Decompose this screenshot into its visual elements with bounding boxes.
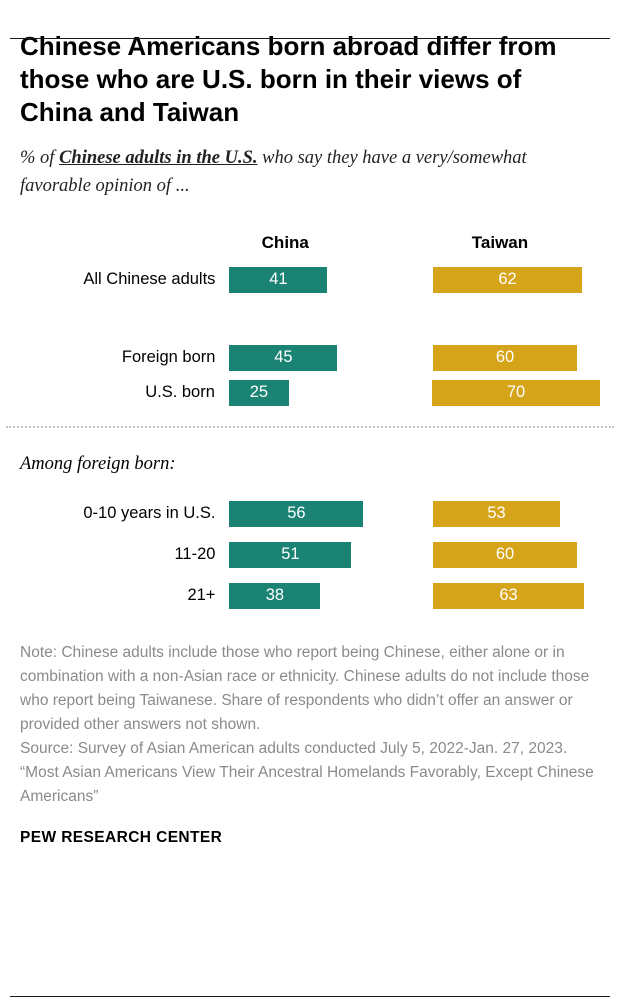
chart-row: 0-10 years in U.S. 56 53 (20, 500, 600, 527)
bar-track-taiwan: 62 (433, 266, 600, 293)
source-text: Source: Survey of Asian American adults … (20, 739, 568, 757)
chart-subtitle: % of Chinese adults in the U.S. who say … (20, 145, 590, 201)
column-header-taiwan: Taiwan (471, 232, 529, 252)
subtitle-prefix: % of (20, 148, 60, 169)
column-headers: China Taiwan (20, 233, 600, 253)
bar-china: 45 (229, 344, 338, 371)
row-label: 0-10 years in U.S. (83, 504, 216, 523)
bar-track-taiwan: 63 (433, 582, 600, 609)
row-label: Foreign born (121, 348, 216, 367)
top-border-rule (10, 38, 610, 39)
bar-value: 41 (269, 270, 288, 289)
bar-taiwan: 62 (433, 266, 583, 293)
bar-track-china: 56 (229, 500, 416, 527)
bar-taiwan: 60 (433, 344, 578, 371)
bar-value: 51 (281, 545, 300, 564)
bar-value: 70 (506, 383, 526, 402)
row-label: U.S. born (145, 383, 215, 402)
bar-taiwan: 60 (433, 541, 578, 568)
bar-track-china: 25 (228, 379, 415, 406)
bar-value: 60 (495, 348, 515, 367)
row-label: 21+ (187, 586, 216, 605)
column-header-china: China (261, 232, 309, 252)
chart-row: All Chinese adults 41 62 (20, 266, 600, 293)
chart-row: 11-20 51 60 (20, 541, 600, 568)
bar-track-china: 38 (229, 582, 416, 609)
report-title-text: “Most Asian Americans View Their Ancestr… (20, 763, 594, 805)
subtitle-suffix: who say they have a very/somewhat favora… (20, 148, 527, 196)
page-title: Chinese Americans born abroad differ fro… (20, 31, 557, 128)
bar-chart: All Chinese adults 41 62 Foreign born 45 60 U.… (6, 266, 614, 609)
bar-value: 38 (265, 586, 285, 605)
bar-track-china: 41 (229, 266, 416, 293)
row-label: 11-20 (174, 545, 216, 564)
chart-group: All Chinese adults 41 62 (20, 266, 600, 293)
bar-track-taiwan: 60 (433, 541, 600, 568)
bar-track-taiwan: 53 (433, 500, 600, 527)
bar-track-taiwan: 60 (433, 344, 600, 371)
chart-row: 21+ 38 63 (20, 582, 600, 609)
bar-track-china: 51 (229, 541, 416, 568)
dotted-divider (6, 425, 614, 428)
page-content: Chinese Americans born abroad differ fro… (0, 30, 620, 847)
bar-value: 63 (499, 586, 518, 605)
chart-row: Foreign born 45 60 (20, 344, 600, 371)
note-text: Note: Chinese adults include those who r… (20, 643, 590, 733)
notes-block: Note: Chinese adults include those who r… (20, 641, 600, 809)
bar-taiwan: 63 (433, 582, 585, 609)
bar-track-china: 45 (229, 344, 416, 371)
bar-china: 41 (229, 266, 328, 293)
bar-value: 53 (487, 504, 506, 523)
subtitle-emphasis: Chinese adults in the U.S. (59, 148, 258, 169)
bar-taiwan: 53 (433, 500, 561, 527)
bar-china: 56 (229, 500, 364, 527)
column-header-spacer (20, 233, 229, 253)
bar-value: 45 (274, 348, 293, 367)
column-header-china-wrap: China (229, 233, 416, 253)
chart-row: U.S. born 25 70 (20, 379, 600, 406)
bar-china: 25 (228, 379, 289, 406)
bar-value: 56 (287, 504, 306, 523)
row-label: All Chinese adults (83, 270, 216, 289)
column-header-taiwan-wrap: Taiwan (433, 233, 600, 253)
bottom-border-rule (10, 996, 610, 997)
group-label-among-foreign-born: Among foreign born: (20, 453, 176, 474)
chart-group: Foreign born 45 60 U.S. born 25 70 (20, 344, 600, 406)
bar-value: 60 (495, 545, 515, 564)
bar-value: 62 (498, 270, 517, 289)
bar-track-taiwan: 70 (432, 379, 600, 406)
bar-china: 38 (229, 582, 321, 609)
bar-taiwan: 70 (432, 379, 600, 406)
bar-china: 51 (229, 541, 352, 568)
chart-group: 0-10 years in U.S. 56 53 11-20 51 60 21+ 38 63 (20, 500, 600, 609)
pew-research-center-wordmark: PEW RESEARCH CENTER (20, 828, 223, 846)
bar-value: 25 (249, 383, 269, 402)
